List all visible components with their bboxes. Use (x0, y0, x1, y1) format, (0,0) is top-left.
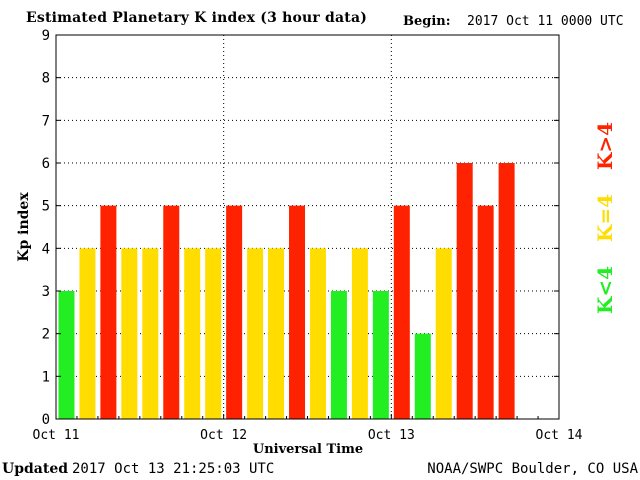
kp-bar (498, 163, 515, 419)
x-tick-label: Oct 14 (536, 428, 583, 443)
y-tick-label: 5 (42, 199, 50, 215)
y-tick-label: 0 (42, 412, 50, 428)
kp-bar (226, 205, 243, 419)
x-tick-label: Oct 13 (368, 428, 415, 443)
kp-bar (372, 291, 389, 419)
y-tick-label: 3 (42, 284, 50, 300)
y-tick-label: 8 (42, 71, 50, 87)
source-credit: NOAA/SWPC Boulder, CO USA (427, 461, 638, 477)
legend-low: K<4 (593, 265, 617, 314)
x-tick-label: Oct 11 (33, 428, 80, 443)
kp-bar (289, 205, 306, 419)
kp-bar (456, 163, 473, 419)
y-tick-label: 4 (42, 241, 50, 257)
y-tick-label: 2 (42, 327, 50, 343)
kp-bar (414, 333, 431, 419)
legend-mid: K=4 (593, 193, 617, 242)
updated-label: Updated (2, 461, 69, 477)
kp-bar (247, 248, 264, 419)
kp-bar (351, 248, 368, 419)
kp-bar (100, 205, 117, 419)
chart-title: Estimated Planetary K index (3 hour data… (26, 10, 368, 26)
legend-high: K>4 (593, 121, 617, 170)
x-axis-label: Universal Time (253, 442, 363, 457)
kp-bar (268, 248, 285, 419)
y-tick-label: 1 (42, 369, 50, 385)
begin-value: 2017 Oct 11 0000 UTC (467, 14, 624, 29)
kp-bar (58, 291, 75, 419)
kp-bar (393, 205, 410, 419)
kp-bar (121, 248, 138, 419)
kp-bar (205, 248, 222, 419)
y-tick-label: 9 (42, 28, 50, 44)
kp-bar (142, 248, 159, 419)
updated-value: 2017 Oct 13 21:25:03 UTC (72, 461, 275, 477)
kp-bar (184, 248, 201, 419)
kp-bar (477, 205, 494, 419)
y-axis-label: Kp index (16, 192, 32, 262)
y-tick-label: 7 (42, 113, 50, 129)
y-tick-label: 6 (42, 156, 50, 172)
kp-bar (79, 248, 96, 419)
kp-bar (163, 205, 180, 419)
begin-label: Begin: (403, 14, 451, 29)
kp-bar (309, 248, 326, 419)
kp-bar (435, 248, 452, 419)
x-tick-label: Oct 12 (200, 428, 247, 443)
kp-bar (330, 291, 347, 419)
